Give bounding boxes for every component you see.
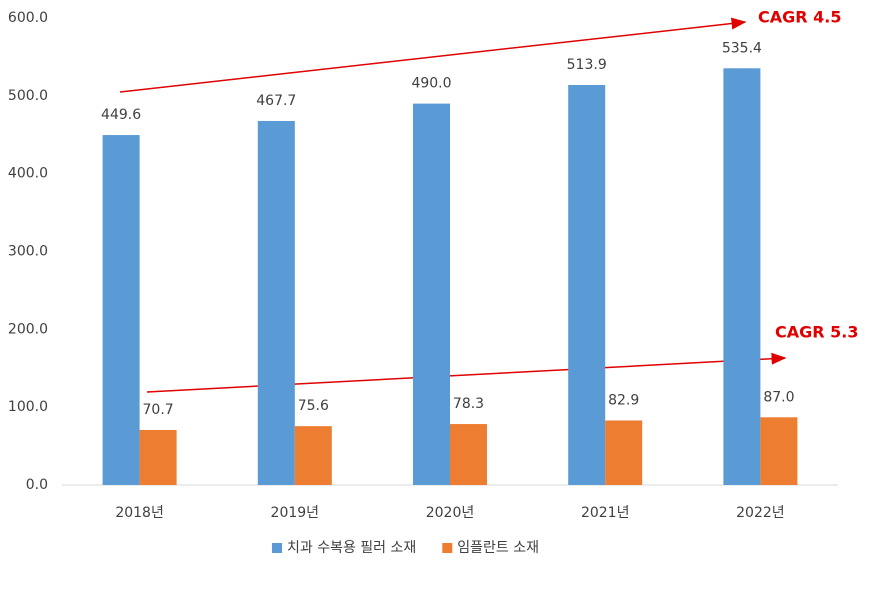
trend-arrow <box>119 17 747 93</box>
y-tick-label: 100.0 <box>8 399 48 415</box>
trend-arrow <box>146 352 787 393</box>
annotation: CAGR 4.5 <box>758 8 842 27</box>
x-tick-label: 2018년 <box>115 505 164 521</box>
bar <box>257 120 295 485</box>
value-label: 513.9 <box>567 57 607 73</box>
legend-label: 치과 수복용 필러 소재 <box>287 540 416 556</box>
y-tick-label: 0.0 <box>26 477 48 493</box>
y-tick-label: 400.0 <box>8 166 48 182</box>
value-label: 490.0 <box>411 76 451 92</box>
bar <box>413 103 450 485</box>
value-label: 70.7 <box>143 402 174 418</box>
x-tick-label: 2021년 <box>581 505 630 521</box>
y-tick-label: 600.0 <box>8 10 48 26</box>
y-tick-label: 500.0 <box>8 88 48 104</box>
x-tick-label: 2019년 <box>271 505 320 521</box>
bar <box>450 424 487 485</box>
bar <box>568 85 606 486</box>
value-label: 78.3 <box>453 396 484 412</box>
value-label: 467.7 <box>256 93 296 109</box>
y-tick-label: 200.0 <box>8 321 48 337</box>
value-label: 535.4 <box>722 40 762 56</box>
legend-label: 임플란트 소재 <box>457 540 539 556</box>
value-label: 87.0 <box>763 389 794 405</box>
bar <box>294 426 332 485</box>
bar <box>723 68 761 485</box>
bar <box>139 429 177 485</box>
bar <box>102 135 140 485</box>
legend-swatch <box>442 543 453 553</box>
value-label: 82.9 <box>608 392 639 408</box>
legend-swatch <box>272 543 282 553</box>
bar <box>760 417 798 485</box>
value-label: 449.6 <box>101 107 141 123</box>
value-label: 75.6 <box>298 398 329 414</box>
bar <box>605 420 643 485</box>
x-tick-label: 2020년 <box>426 505 475 521</box>
x-tick-label: 2022년 <box>736 505 785 521</box>
annotation: CAGR 5.3 <box>775 323 859 342</box>
y-tick-label: 300.0 <box>8 244 48 260</box>
